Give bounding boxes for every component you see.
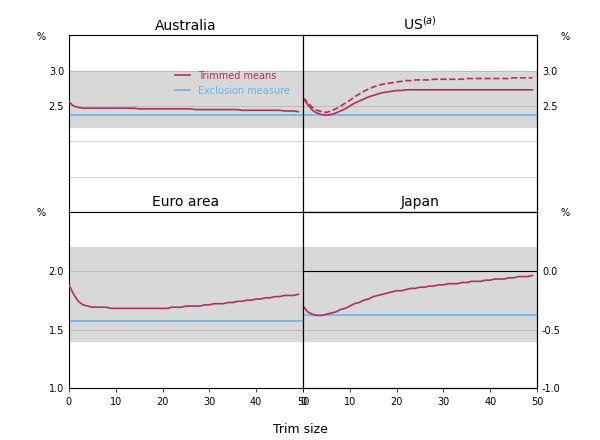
Title: US$^{(a)}$: US$^{(a)}$ [403,15,437,33]
Y-axis label: %: % [36,209,46,218]
Y-axis label: %: % [36,32,46,42]
Bar [69,71,303,127]
Title: Australia: Australia [155,19,217,33]
Bar [303,247,537,341]
Bar [69,247,303,341]
Legend: Trimmed means, Exclusion measure: Trimmed means, Exclusion measure [172,67,293,99]
Title: Japan: Japan [401,195,439,209]
Text: Trim size: Trim size [272,422,328,436]
Y-axis label: %: % [560,209,570,218]
Y-axis label: %: % [560,32,570,42]
Bar [303,71,537,127]
Title: Euro area: Euro area [152,195,220,209]
